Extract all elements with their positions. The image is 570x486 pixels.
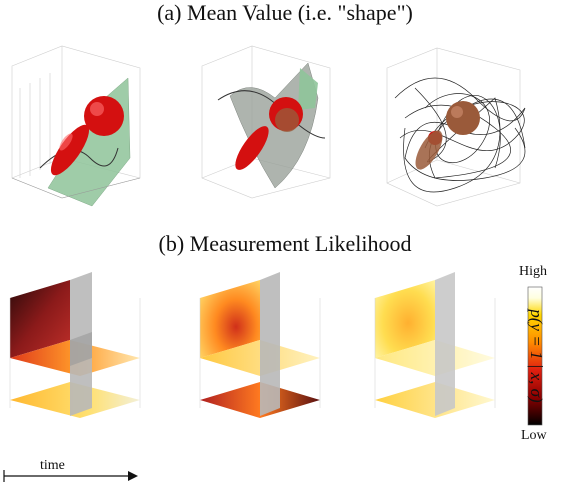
mean-value-title: (a) Mean Value (i.e. "shape"): [157, 0, 413, 25]
time-arrow: [3, 470, 138, 482]
colorbar-high-label: High: [519, 264, 547, 279]
colorbar-axis-label: p(y = 1 | x, σ): [527, 309, 546, 403]
time-label: time: [40, 458, 65, 473]
likelihood-panel-2: [199, 272, 321, 418]
measurement-likelihood-title: (b) Measurement Likelihood: [158, 231, 412, 256]
colorbar: [527, 286, 543, 426]
shape-panel-3: [386, 47, 526, 207]
shape-panel-1: [11, 45, 141, 207]
colorbar-low-label: Low: [521, 428, 547, 443]
likelihood-panel-3: [374, 272, 496, 418]
likelihood-panel-1: [9, 272, 141, 418]
shape-panel-2: [201, 45, 331, 199]
